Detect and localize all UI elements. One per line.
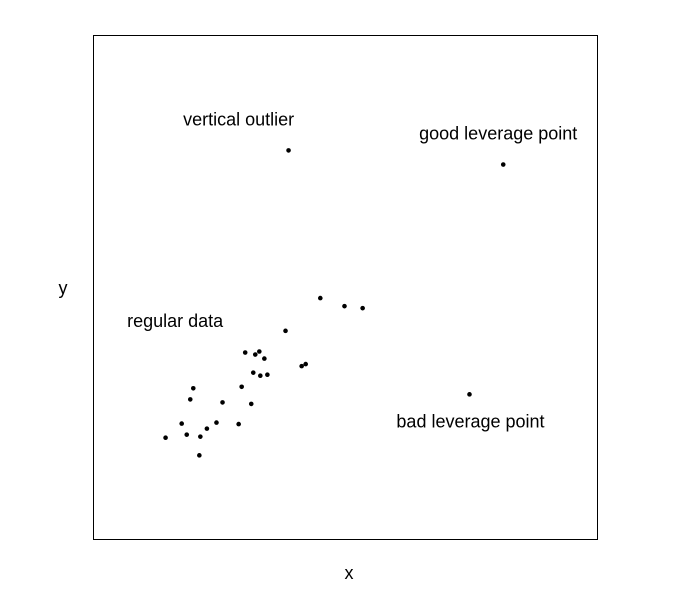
data-point	[360, 305, 365, 311]
y-axis-label: y	[59, 278, 68, 298]
data-point	[198, 434, 203, 439]
data-point	[303, 361, 308, 367]
annotation-regular-data: regular data	[127, 311, 224, 331]
data-point	[236, 421, 241, 427]
data-point	[220, 400, 225, 405]
data-point	[467, 392, 472, 397]
points-layer	[163, 148, 506, 458]
data-point	[318, 295, 323, 301]
data-point	[342, 303, 347, 309]
data-point	[242, 350, 248, 355]
annotation-vertical-outlier: vertical outlier	[183, 110, 294, 130]
annotation-good-leverage-point: good leverage point	[419, 123, 577, 143]
data-point	[214, 420, 219, 425]
data-point	[197, 453, 202, 458]
data-point	[265, 372, 270, 377]
data-point	[252, 352, 258, 357]
data-point	[258, 373, 263, 379]
data-point	[204, 426, 210, 431]
data-point	[500, 162, 506, 167]
data-point	[286, 148, 291, 153]
data-point	[250, 370, 256, 375]
data-point	[299, 363, 304, 369]
data-point	[283, 328, 288, 334]
data-point	[163, 435, 168, 440]
data-point	[248, 401, 254, 407]
data-point	[257, 349, 262, 354]
data-point	[187, 397, 193, 402]
plot-frame	[93, 35, 598, 540]
x-axis-label: x	[345, 563, 354, 583]
data-point	[262, 356, 267, 361]
data-point	[190, 386, 196, 391]
data-point	[239, 384, 244, 390]
annotation-bad-leverage-point: bad leverage point	[396, 412, 544, 432]
data-point	[179, 421, 184, 426]
annotations-layer: regular data vertical outlier good lever…	[127, 110, 577, 432]
data-point	[184, 432, 190, 437]
